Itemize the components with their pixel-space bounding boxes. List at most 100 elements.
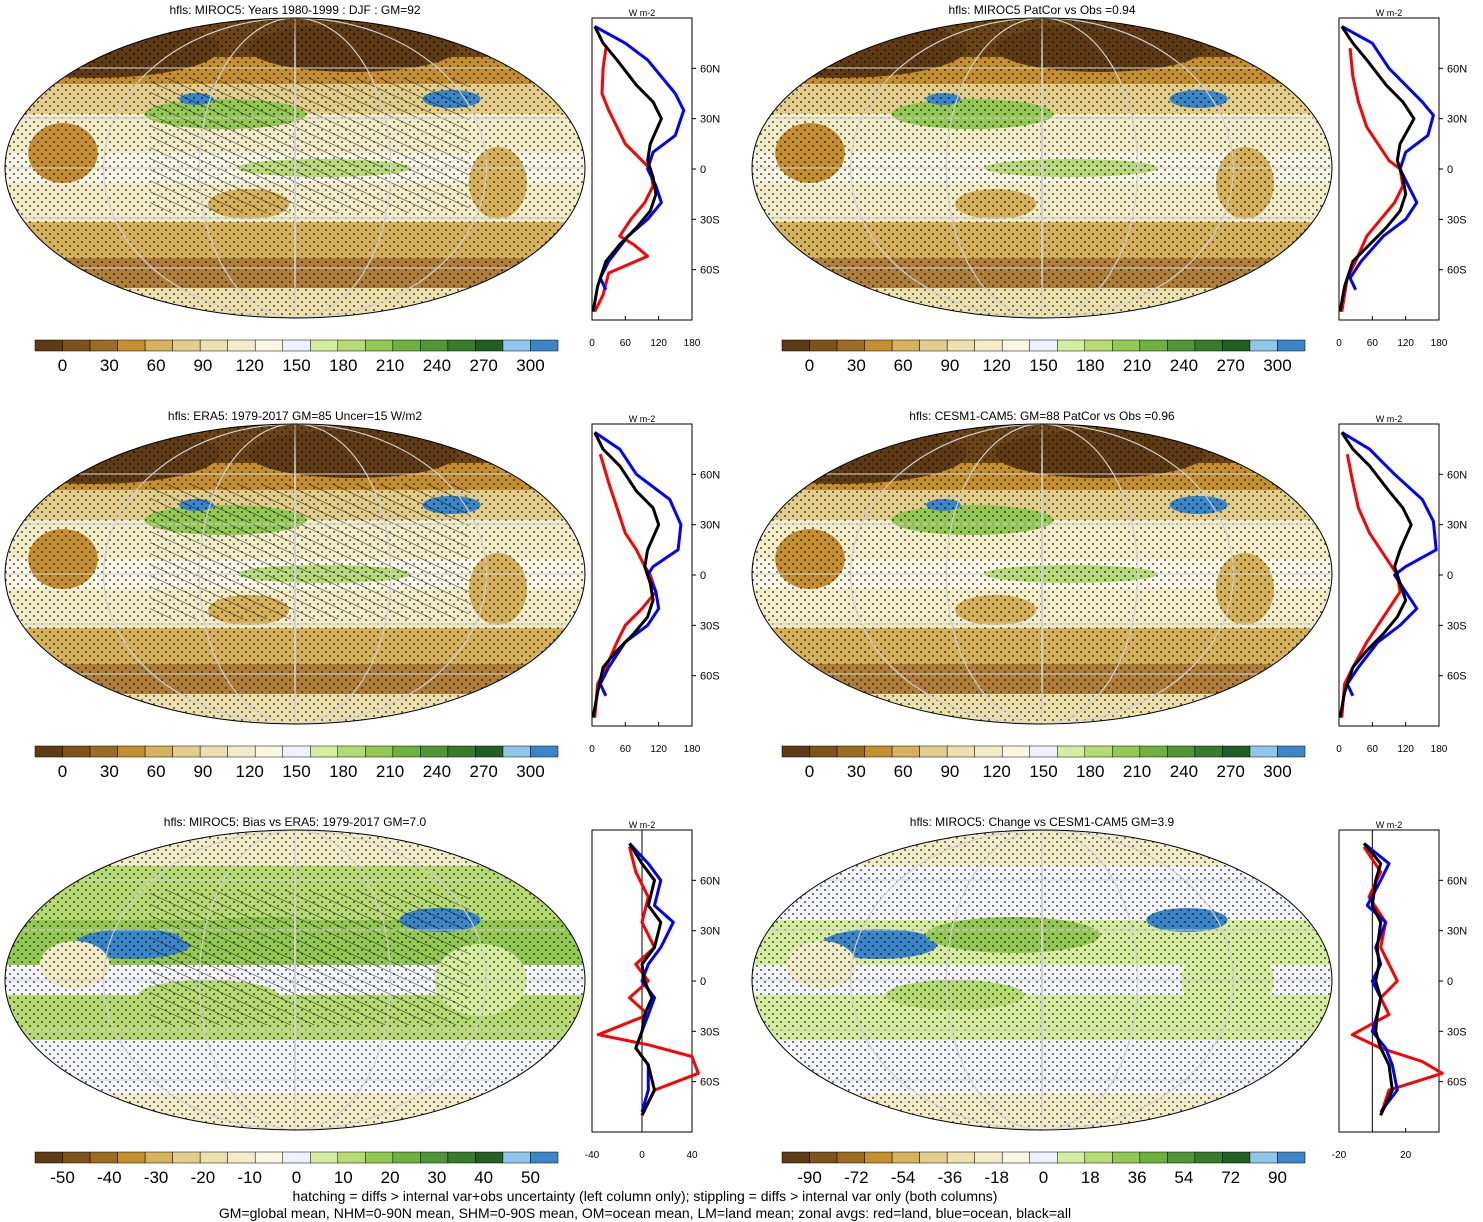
colorbar-swatch xyxy=(1167,745,1196,758)
colorbar-swatch xyxy=(836,1151,865,1164)
caption: hatching = diffs > internal var+obs unce… xyxy=(0,1188,1290,1222)
panel-4: hfls: CESM1-CAM5: GM=88 PatCor vs Obs =0… xyxy=(747,406,1483,806)
colorbar-tick: 90 xyxy=(940,356,959,375)
zonal-x-tick: 120 xyxy=(650,744,667,755)
zonal-x-tick: 0 xyxy=(1336,338,1342,349)
colorbar-swatch xyxy=(1112,339,1141,352)
colorbar-tick: 30 xyxy=(847,762,866,781)
colorbar-swatch xyxy=(1112,1151,1141,1164)
colorbar-swatch xyxy=(530,339,559,352)
zonal-y-tick: 60S xyxy=(700,1077,720,1089)
colorbar-swatch xyxy=(337,339,366,352)
zonal-y-tick: 30S xyxy=(1447,1026,1467,1038)
colorbar-tick: 120 xyxy=(983,762,1011,781)
zonal-y-tick: 60S xyxy=(1447,1077,1467,1089)
panel-svg: hfls: CESM1-CAM5: GM=88 PatCor vs Obs =0… xyxy=(751,409,1467,781)
colorbar-swatch xyxy=(502,339,531,352)
zonal-x-tick: 40 xyxy=(686,1150,698,1161)
zonal-y-tick: 0 xyxy=(700,164,706,176)
colorbar-swatch xyxy=(1084,1151,1113,1164)
colorbar-tick: 30 xyxy=(100,762,119,781)
zonal-y-tick: 30N xyxy=(1447,926,1467,938)
zonal-series-line xyxy=(1338,25,1416,312)
map-title: hfls: MIROC5: Change vs CESM1-CAM5 GM=3.… xyxy=(910,815,1175,829)
colorbar: 0 30 60 90 120 150 180 210 240 270 300 xyxy=(34,745,559,781)
colorbar-swatch xyxy=(62,339,91,352)
colorbar-tick: 90 xyxy=(1268,1168,1287,1187)
zonal-x-tick: 0 xyxy=(589,338,595,349)
zonal-unit: W m-2 xyxy=(1376,414,1403,424)
colorbar-tick: 300 xyxy=(516,356,544,375)
colorbar-swatch xyxy=(946,745,975,758)
colorbar-swatch xyxy=(365,339,394,352)
colorbar-tick: -40 xyxy=(97,1168,122,1187)
colorbar-tick: -10 xyxy=(237,1168,262,1187)
zonal-x-tick: 0 xyxy=(589,744,595,755)
colorbar-swatch xyxy=(836,339,865,352)
colorbar-swatch xyxy=(919,1151,948,1164)
panel-svg: hfls: MIROC5 PatCor vs Obs =0.94 60N 30N 0 3… xyxy=(751,3,1467,375)
map xyxy=(752,18,1332,318)
zonal-y-tick: 60S xyxy=(700,265,720,277)
zonal-y-tick: 0 xyxy=(1447,570,1453,582)
colorbar-swatch xyxy=(974,745,1003,758)
colorbar-swatch xyxy=(365,1151,394,1164)
colorbar-swatch xyxy=(1139,1151,1168,1164)
panel-2: hfls: MIROC5 PatCor vs Obs =0.94 60N 30N 0 3… xyxy=(747,0,1483,400)
colorbar-swatch xyxy=(227,339,256,352)
colorbar-tick: 0 xyxy=(805,356,814,375)
colorbar-tick: 180 xyxy=(1076,762,1104,781)
colorbar: 0 30 60 90 120 150 180 210 240 270 300 xyxy=(781,745,1306,781)
colorbar-tick: -30 xyxy=(144,1168,169,1187)
zonal-series-line xyxy=(594,25,686,291)
zonal-y-tick: 60N xyxy=(1447,469,1467,481)
colorbar-swatch xyxy=(1194,339,1223,352)
colorbar-tick: 72 xyxy=(1221,1168,1240,1187)
colorbar-tick: 60 xyxy=(147,356,166,375)
zonal-y-tick: 0 xyxy=(700,570,706,582)
map-title: hfls: MIROC5: Years 1980-1999 : DJF : GM… xyxy=(169,3,420,17)
map-outline xyxy=(751,829,1333,1131)
caption-line-1: hatching = diffs > internal var+obs unce… xyxy=(292,1188,998,1204)
map-title: hfls: ERA5: 1979-2017 GM=85 Uncer=15 W/m… xyxy=(168,409,422,423)
panel-6: hfls: MIROC5: Change vs CESM1-CAM5 GM=3.… xyxy=(747,812,1483,1190)
colorbar-swatch xyxy=(836,745,865,758)
map-outline xyxy=(751,17,1333,319)
colorbar-swatch xyxy=(946,339,975,352)
colorbar: 0 30 60 90 120 150 180 210 240 270 300 xyxy=(781,339,1306,375)
colorbar-swatch xyxy=(1057,745,1086,758)
zonal-x-tick: 180 xyxy=(684,744,701,755)
colorbar-tick: 210 xyxy=(376,356,404,375)
colorbar-swatch xyxy=(337,745,366,758)
colorbar-tick: 300 xyxy=(1263,356,1291,375)
zonal-y-tick: 30N xyxy=(1447,520,1467,532)
zonal-series-line xyxy=(591,431,661,718)
colorbar-swatch xyxy=(1277,1151,1306,1164)
colorbar-swatch xyxy=(1029,745,1058,758)
colorbar-swatch xyxy=(89,339,118,352)
colorbar-swatch xyxy=(1029,1151,1058,1164)
colorbar-swatch xyxy=(502,745,531,758)
colorbar-swatch xyxy=(199,339,228,352)
colorbar-swatch xyxy=(34,1151,63,1164)
colorbar-swatch xyxy=(1167,1151,1196,1164)
colorbar-swatch xyxy=(117,1151,146,1164)
panel-svg: hfls: MIROC5: Change vs CESM1-CAM5 GM=3.… xyxy=(751,815,1467,1187)
zonal-series-line xyxy=(1338,431,1413,718)
colorbar-swatch xyxy=(919,745,948,758)
map-title: hfls: MIROC5 PatCor vs Obs =0.94 xyxy=(948,3,1135,17)
zonal-plot: 60N 30N 0 30S 60S 0 60 120 180 W m-2 xyxy=(589,8,720,349)
colorbar-tick: 60 xyxy=(894,356,913,375)
colorbar-tick: 120 xyxy=(236,356,264,375)
zonal-y-tick: 30S xyxy=(700,620,720,632)
colorbar-tick: 210 xyxy=(376,762,404,781)
colorbar-tick: 150 xyxy=(1029,356,1057,375)
colorbar-tick: 0 xyxy=(805,762,814,781)
colorbar-tick: 300 xyxy=(1263,762,1291,781)
colorbar-swatch xyxy=(172,1151,201,1164)
colorbar-swatch xyxy=(227,1151,256,1164)
colorbar-tick: -72 xyxy=(844,1168,869,1187)
colorbar-tick: 20 xyxy=(381,1168,400,1187)
colorbar-tick: 10 xyxy=(334,1168,353,1187)
colorbar-tick: 120 xyxy=(983,356,1011,375)
